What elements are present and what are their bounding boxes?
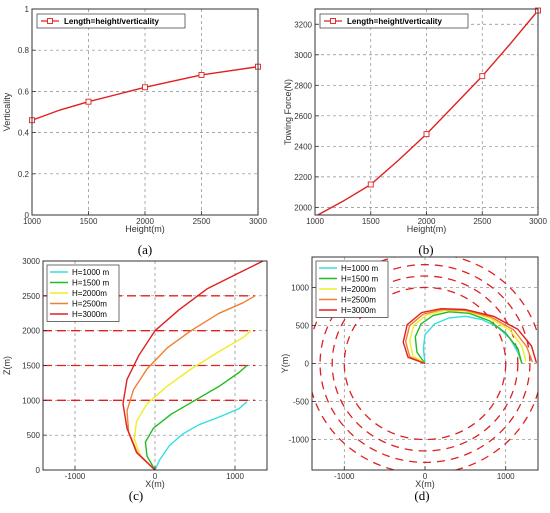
y-axis-label: Verticality xyxy=(2,92,12,131)
series-line xyxy=(144,364,248,470)
legend-label: H=1000 m xyxy=(72,268,109,277)
towing-circle xyxy=(331,275,519,452)
y-tick-label: 500 xyxy=(296,321,310,330)
series-line xyxy=(414,311,523,364)
y-tick-label: -500 xyxy=(293,398,310,407)
y-axis-label: Y(m) xyxy=(280,354,290,374)
x-tick-label: 2000 xyxy=(418,217,436,226)
x-tick-label: 1500 xyxy=(80,217,98,226)
x-axis-label: Height(m) xyxy=(125,224,165,234)
x-tick-label: 1000 xyxy=(306,217,324,226)
legend-label: H=2000m xyxy=(341,285,376,294)
y-tick-label: 1000 xyxy=(291,283,309,292)
panel-caption: (d) xyxy=(414,488,429,503)
legend-box xyxy=(36,13,186,29)
series-marker xyxy=(142,84,148,91)
series-line xyxy=(404,308,534,365)
y-tick-label: 3200 xyxy=(294,20,312,29)
series-line xyxy=(422,315,523,364)
panel-caption: (a) xyxy=(138,242,152,257)
x-tick-label: -1000 xyxy=(65,472,86,481)
y-tick-label: 0 xyxy=(25,211,30,220)
y-axis-label: Z(m) xyxy=(2,356,12,375)
y-tick-label: 2800 xyxy=(294,81,312,90)
y-tick-label: 0.6 xyxy=(18,87,30,96)
x-tick-label: 0 xyxy=(423,472,428,481)
y-tick-label: 2600 xyxy=(294,112,312,121)
x-tick-label: 2500 xyxy=(193,217,211,226)
y-tick-label: 3000 xyxy=(22,257,40,266)
series-marker xyxy=(423,131,430,138)
x-tick-label: 1000 xyxy=(23,217,41,226)
series-marker xyxy=(198,71,205,78)
y-tick-label: 0 xyxy=(36,466,41,475)
series-marker xyxy=(479,73,486,80)
y-tick-label: 1 xyxy=(25,5,30,14)
series-line xyxy=(154,401,248,470)
legend-label: H=3000m xyxy=(341,306,376,315)
y-tick-label: 2500 xyxy=(22,292,40,301)
chart-panel-a: 1000 1500 2000 2500 3000 0 0.2 0.4 0.6 0.8 1 Height… xyxy=(2,5,267,257)
y-tick-label: 0.2 xyxy=(18,170,30,179)
y-tick-label: 2400 xyxy=(294,142,312,151)
x-axis-label: Height(m) xyxy=(407,224,447,234)
y-axis-label: Towing Force(N) xyxy=(283,79,293,145)
legend-label: H=2500m xyxy=(72,300,107,309)
x-tick-label: 2000 xyxy=(136,217,154,226)
x-tick-label: 2500 xyxy=(473,217,491,226)
legend-box xyxy=(319,13,469,29)
chart-panel-d: -1000 0 1000 -1000 -500 0 500 1000 X(m) Y(m) H=100… xyxy=(280,256,539,503)
x-axis-label: X(m) xyxy=(145,479,165,489)
chart-panel-b: 1000 1500 2000 2500 3000 2000 2200 2400 2600 2800… xyxy=(283,7,547,257)
legend-marker xyxy=(330,18,336,24)
panel-caption: (b) xyxy=(418,242,433,257)
x-tick-label: 1000 xyxy=(226,472,244,481)
y-tick-label: 0 xyxy=(305,360,310,369)
legend-label: H=1000 m xyxy=(341,264,378,273)
y-tick-label: 1000 xyxy=(22,396,40,405)
towing-circle xyxy=(343,286,507,441)
panel-caption: (c) xyxy=(129,488,143,503)
y-tick-label: 2200 xyxy=(294,173,312,182)
series-line xyxy=(133,330,252,470)
series-marker xyxy=(85,98,92,105)
legend-marker xyxy=(47,18,53,24)
legend-label: H=2500m xyxy=(341,296,376,305)
y-tick-label: 2000 xyxy=(22,327,40,336)
y-tick-label: 0.4 xyxy=(18,129,30,138)
x-tick-label: 3000 xyxy=(249,217,267,226)
y-tick-label: 3000 xyxy=(294,51,312,60)
y-tick-label: 0.8 xyxy=(18,46,30,55)
legend-label: H=3000m xyxy=(72,310,107,319)
series-marker xyxy=(367,181,374,188)
x-tick-label: 0 xyxy=(153,472,158,481)
x-tick-label: -1000 xyxy=(334,472,355,481)
chart-panel-c: -1000 0 1000 0 500 1000 1500 2000 2500 3000 X(m) Z(… xyxy=(2,257,268,503)
series-line xyxy=(409,309,527,365)
x-tick-label: 1500 xyxy=(362,217,380,226)
legend-label: H=1500 m xyxy=(341,275,378,284)
legend-label: H=1500 m xyxy=(72,279,109,288)
towing-circle xyxy=(319,263,531,464)
x-axis-label: X(m) xyxy=(415,479,435,489)
y-tick-label: 1500 xyxy=(22,362,40,371)
y-tick-label: 500 xyxy=(27,431,41,440)
legend-label: H=2000m xyxy=(72,289,107,298)
x-tick-label: 1000 xyxy=(497,472,515,481)
series-line xyxy=(122,261,264,470)
y-tick-label: -1000 xyxy=(289,436,310,445)
legend-label: Length=height/verticality xyxy=(64,17,159,26)
series-line xyxy=(402,308,538,365)
x-tick-label: 3000 xyxy=(529,217,547,226)
y-tick-label: 2000 xyxy=(294,203,312,212)
legend-label: Length=height/verticality xyxy=(347,17,442,26)
